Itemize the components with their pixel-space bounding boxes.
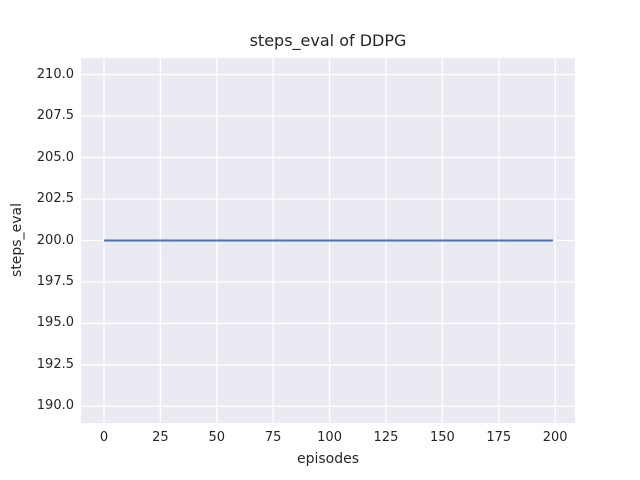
y-tick-label: 202.5 [36,191,74,207]
y-tick-label: 197.5 [36,273,74,289]
x-tick-label: 50 [208,430,226,445]
x-tick-label: 25 [152,430,169,445]
y-tick-label: 205.0 [36,149,74,165]
chart-plot-svg [81,58,575,423]
x-tick-label: 125 [373,430,399,445]
y-tick-label: 190.0 [36,398,74,414]
y-tick-label: 195.0 [36,315,74,331]
y-tick-label: 192.5 [36,356,74,372]
x-tick-label: 75 [264,430,282,445]
x-tick-label: 175 [486,430,512,445]
x-axis-label: episodes [296,451,360,467]
y-tick-label: 200.0 [36,232,74,248]
y-axis-label-text: steps_eval [9,203,25,277]
x-tick-label: 150 [429,430,455,445]
y-tick-label: 207.5 [36,108,74,124]
chart-title: steps_eval of DDPG [249,31,407,50]
y-tick-label: 210.0 [36,66,74,82]
plot-area [81,58,575,423]
x-tick-label: 0 [99,430,109,445]
x-tick-label: 100 [317,430,342,445]
x-tick-label: 200 [542,430,568,445]
